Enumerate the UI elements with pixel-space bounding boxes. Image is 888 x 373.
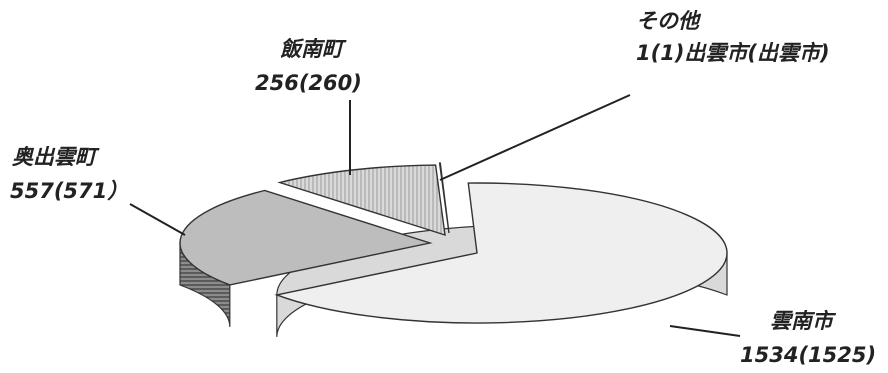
leader-lines bbox=[129, 94, 741, 337]
pie-tops bbox=[179, 162, 728, 324]
leader-line-0 bbox=[669, 325, 741, 337]
pie-slice-0 bbox=[274, 182, 728, 324]
label-okuizumo-name: 奥出雲町 bbox=[12, 145, 96, 169]
label-other-value: 1(1)出雲市(出雲市) bbox=[636, 41, 830, 65]
label-unnan-name: 雲南市 bbox=[770, 309, 833, 333]
label-iinan-value: 256(260) bbox=[255, 71, 362, 95]
pie-slice-3 bbox=[438, 162, 450, 234]
label-okuizumo-value: 557(571） bbox=[10, 179, 129, 203]
pie-slice-1 bbox=[179, 189, 433, 286]
label-iinan-name: 飯南町 bbox=[280, 37, 343, 61]
leader-line-3 bbox=[439, 94, 631, 181]
label-other-name: その他 bbox=[636, 9, 699, 33]
label-unnan-value: 1534(1525) bbox=[740, 343, 877, 367]
leader-line-1 bbox=[129, 203, 186, 236]
pie-slice-2 bbox=[277, 164, 446, 237]
